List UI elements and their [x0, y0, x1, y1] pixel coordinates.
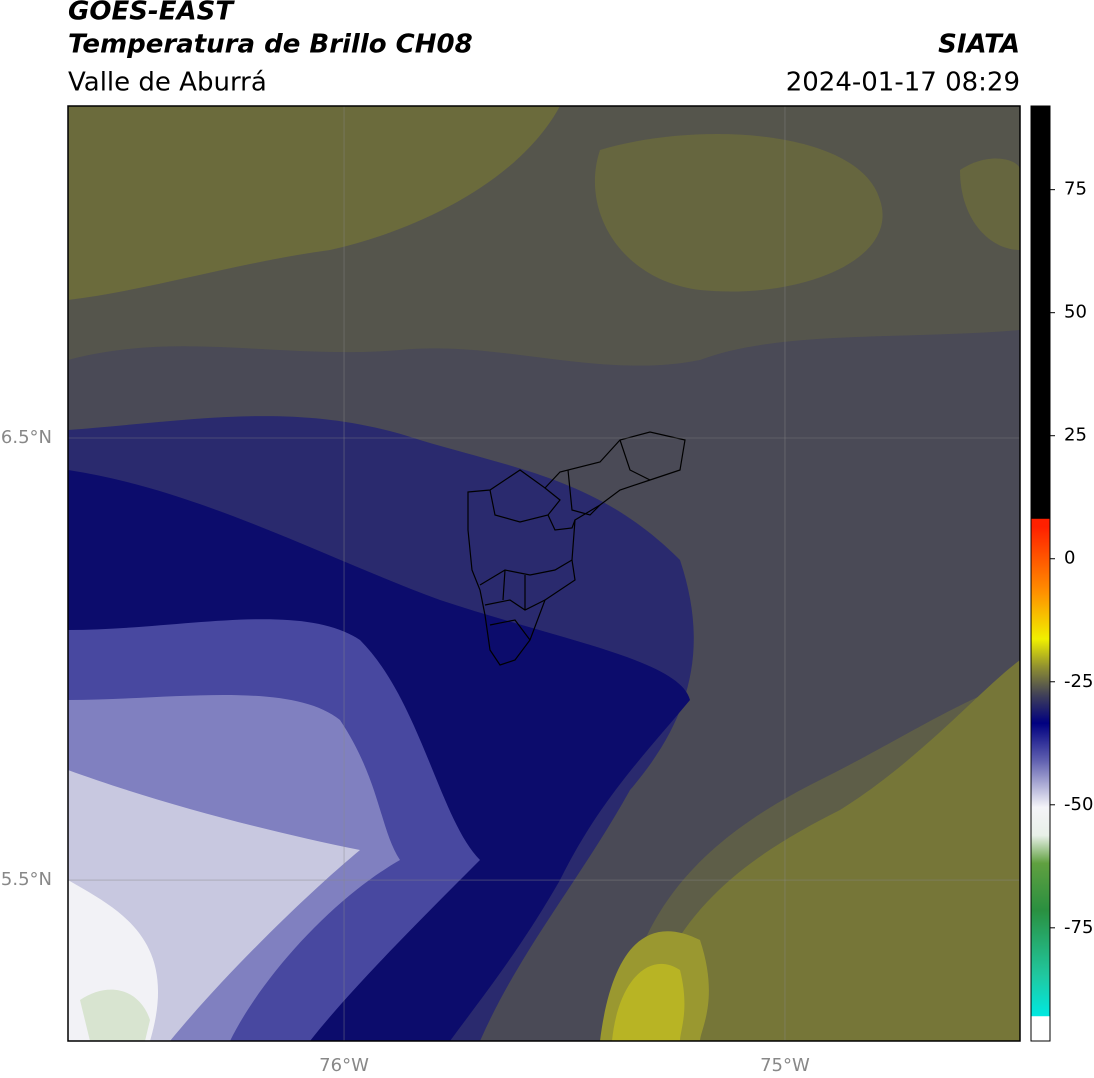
colorbar-tick-label: 75	[1064, 179, 1087, 200]
colorbar-tick-label: -50	[1064, 794, 1093, 815]
source: SIATA	[938, 30, 1020, 60]
graticule	[68, 106, 1020, 1041]
colorbar-tick-label: 0	[1064, 548, 1075, 569]
colorbar	[1030, 105, 1051, 1042]
region: Valle de Aburrá	[68, 68, 267, 98]
lon-tick-label: 75°W	[760, 1055, 810, 1076]
map-frame	[67, 105, 1021, 1042]
colorbar-tick-label: 25	[1064, 425, 1087, 446]
satellite-image	[68, 106, 1020, 1041]
lon-tick-label: 76°W	[319, 1055, 369, 1076]
timestamp: 2024-01-17 08:29	[786, 68, 1020, 98]
subtitle: Temperatura de Brillo CH08	[68, 30, 473, 60]
colorbar-tick-label: 50	[1064, 302, 1087, 323]
colorbar-tick-label: -75	[1064, 917, 1093, 938]
municipality-borders	[467, 431, 686, 666]
colorbar-tick-label: -25	[1064, 671, 1093, 692]
title: GOES-EAST	[68, 0, 235, 27]
lat-tick-label: 5.5°N	[1, 869, 52, 890]
lat-tick-label: 6.5°N	[1, 427, 52, 448]
